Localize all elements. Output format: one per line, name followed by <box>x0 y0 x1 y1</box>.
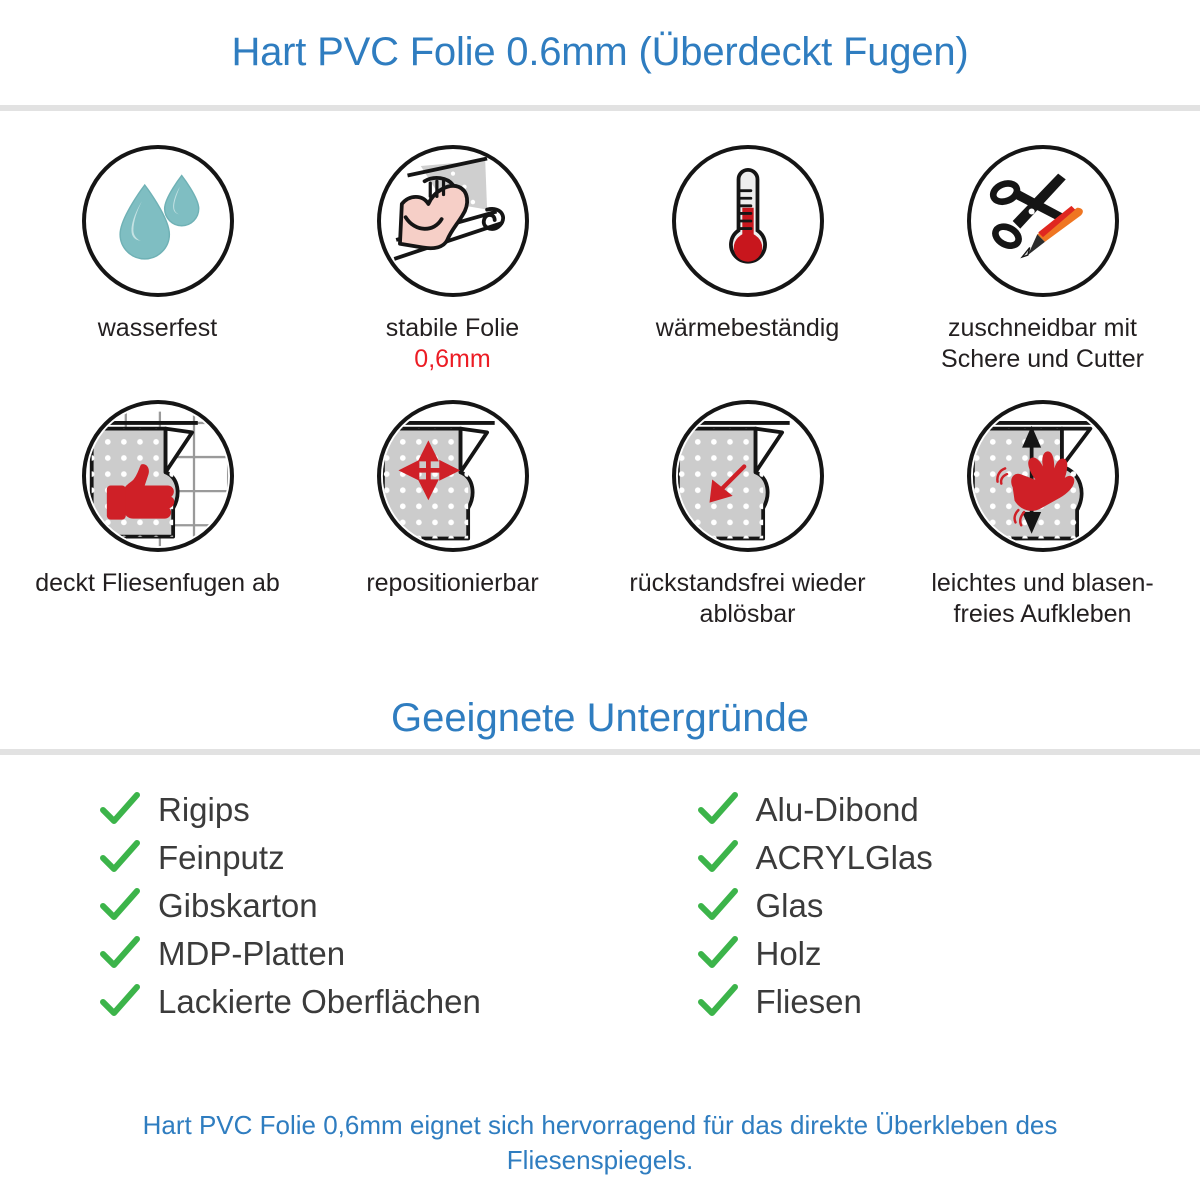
list-item-label: Alu-Dibond <box>755 790 919 828</box>
feature-repositionierbar: repositionierbar <box>305 400 600 629</box>
surfaces-lists: Rigips Feinputz Gibskarton MDP-Platten L… <box>0 755 1200 1025</box>
surfaces-column-right: Alu-Dibond ACRYLGlas Glas Holz Fliesen <box>603 785 1200 1025</box>
feature-rueckstandsfrei: rückstandsfrei wieder ablösbar <box>600 400 895 629</box>
peel-arrow-icon <box>671 400 824 552</box>
check-icon <box>100 792 140 826</box>
feature-row-2: deckt Fliesenfugen ab <box>10 400 1190 629</box>
check-icon <box>697 792 738 826</box>
list-item-label: Gibskarton <box>158 886 318 924</box>
list-item: Fliesen <box>697 977 1200 1025</box>
section-heading-band: Geeignete Untergründe <box>0 687 1200 749</box>
list-item: Alu-Dibond <box>697 785 1200 833</box>
surfaces-column-left: Rigips Feinputz Gibskarton MDP-Platten L… <box>0 785 603 1025</box>
check-icon <box>697 936 738 970</box>
section-title: Geeignete Untergründe <box>390 695 810 740</box>
feature-label: wärmebeständig <box>655 314 840 342</box>
check-icon <box>100 840 140 874</box>
feature-label: wasserfest <box>97 314 218 342</box>
check-icon <box>100 936 140 970</box>
check-icon <box>697 984 738 1018</box>
flexing-arm-foil-icon <box>376 145 529 297</box>
footer-note: Hart PVC Folie 0,6mm eignet sich hervorr… <box>142 1109 1058 1175</box>
list-item-label: MDP-Platten <box>158 934 346 972</box>
feature-blasenfreies-aufkleben: leichtes und blasen-freies Aufkleben <box>895 400 1190 629</box>
feature-label: stabile Folie <box>385 314 520 342</box>
list-item: Gibskarton <box>100 881 603 929</box>
feature-thickness-label: 0,6mm <box>414 344 491 373</box>
list-item: ACRYLGlas <box>697 833 1200 881</box>
water-drops-icon <box>81 145 234 297</box>
thumbs-up-tiles-icon <box>81 400 234 552</box>
feature-wasserfest: wasserfest <box>10 145 305 374</box>
thermometer-icon <box>671 145 824 297</box>
check-icon <box>697 840 738 874</box>
feature-deckt-fliesenfugen: deckt Fliesenfugen ab <box>10 400 305 629</box>
list-item: Rigips <box>100 785 603 833</box>
list-item: Glas <box>697 881 1200 929</box>
check-icon <box>100 888 140 922</box>
feature-label: repositionierbar <box>366 569 539 597</box>
list-item-label: Glas <box>755 886 824 924</box>
feature-stabile-folie: stabile Folie 0,6mm <box>305 145 600 374</box>
list-item-label: Feinputz <box>158 838 285 876</box>
list-item-label: Holz <box>755 934 822 972</box>
list-item-label: Fliesen <box>755 982 862 1020</box>
list-item: MDP-Platten <box>100 929 603 977</box>
smoothing-hand-icon <box>966 400 1119 552</box>
list-item: Holz <box>697 929 1200 977</box>
list-item: Lackierte Oberflächen <box>100 977 603 1025</box>
list-item-label: ACRYLGlas <box>755 838 933 876</box>
section-divider <box>0 749 1200 755</box>
check-icon <box>697 888 738 922</box>
header-divider <box>0 105 1200 111</box>
feature-label: leichtes und blasen-freies Aufkleben <box>931 569 1154 628</box>
list-item: Feinputz <box>100 833 603 881</box>
list-item-label: Rigips <box>158 790 250 828</box>
move-arrows-icon <box>376 400 529 552</box>
check-icon <box>100 984 140 1018</box>
feature-zuschneidbar: zuschneidbar mit Schere und Cutter <box>895 145 1190 374</box>
feature-label: zuschneidbar mit Schere und Cutter <box>941 314 1144 373</box>
feature-label: rückstandsfrei wieder ablösbar <box>629 569 866 628</box>
scissors-cutter-icon <box>966 145 1119 297</box>
feature-grid: wasserfest <box>0 111 1200 629</box>
feature-row-1: wasserfest <box>10 145 1190 374</box>
feature-label: deckt Fliesenfugen ab <box>35 569 280 597</box>
list-item-label: Lackierte Oberflächen <box>158 982 481 1020</box>
page-title: Hart PVC Folie 0.6mm (Überdeckt Fugen) <box>231 30 969 74</box>
header-band: Hart PVC Folie 0.6mm (Überdeckt Fugen) <box>0 0 1200 105</box>
feature-waermebestaendig: wärmebeständig <box>600 145 895 374</box>
